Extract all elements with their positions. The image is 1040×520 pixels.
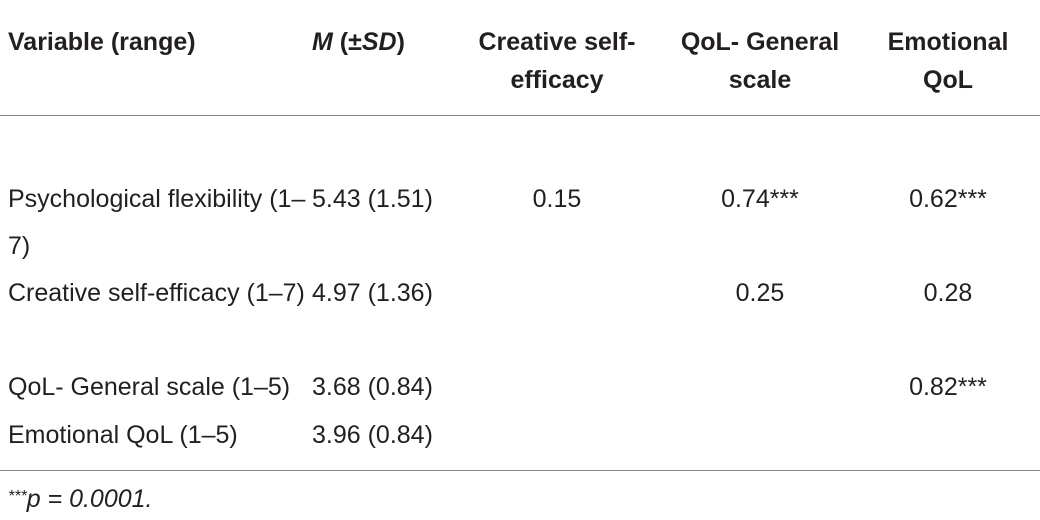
row-label: Emotional QoL (1–5) (8, 421, 238, 449)
column-header: QoL- General scale (680, 28, 840, 94)
header-part: SD (361, 28, 397, 56)
footnote-mark: *** (8, 488, 27, 505)
column-header: Emotional QoL (887, 28, 1009, 94)
row-label: QoL- General scale (1–5) (8, 373, 291, 401)
bottom-rule (0, 470, 1040, 471)
table-cell: 0.74*** (721, 185, 799, 213)
column-header: Variable (range) (8, 28, 196, 56)
table-cell: 0.82*** (909, 373, 987, 401)
table-cell: 4.97 (1.36) (312, 279, 433, 307)
header-part: M (312, 28, 333, 56)
row-label: Psychological flexibility (1–7) (8, 185, 306, 260)
header-part: ) (396, 28, 405, 56)
row-label: Creative self-efficacy (1–7) (8, 279, 305, 307)
table-cell: 3.96 (0.84) (312, 421, 433, 449)
table-cell: 0.25 (735, 279, 785, 307)
table-cell: 0.62*** (909, 185, 987, 213)
table-cell: 5.43 (1.51) (312, 185, 433, 213)
column-header: M (±SD) (312, 23, 472, 61)
table-cell: 0.15 (532, 185, 582, 213)
table-cell: 0.28 (923, 279, 973, 307)
footnote-text: p = 0.0001. (26, 485, 153, 513)
header-rule (0, 115, 1040, 116)
table-cell: 3.68 (0.84) (312, 373, 433, 401)
column-header: Creative self-efficacy (478, 28, 636, 94)
footnote: ***p = 0.0001. (8, 477, 153, 519)
header-part: (± (332, 28, 362, 56)
